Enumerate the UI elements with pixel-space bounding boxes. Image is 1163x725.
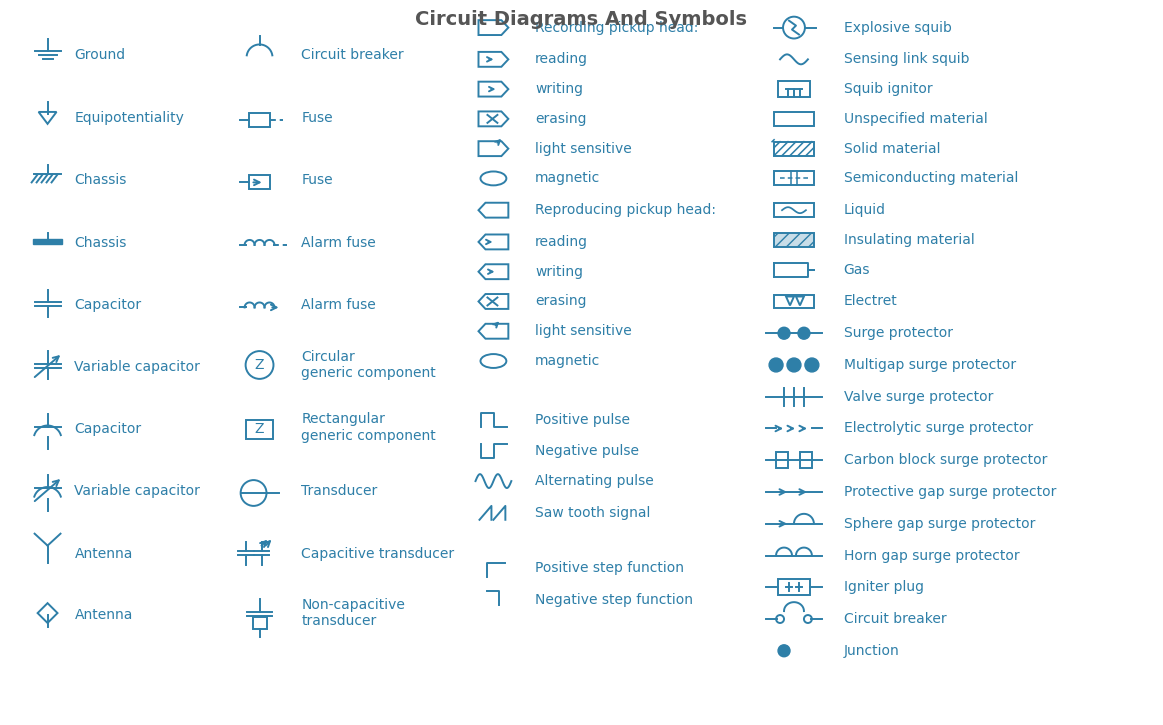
- Text: Solid material: Solid material: [843, 141, 940, 156]
- Bar: [775, 233, 814, 247]
- Text: Sensing link squib: Sensing link squib: [843, 52, 969, 67]
- Text: reading: reading: [535, 235, 588, 249]
- Text: Unspecified material: Unspecified material: [843, 112, 987, 126]
- Text: Capacitor: Capacitor: [74, 423, 142, 436]
- Bar: [775, 141, 814, 156]
- Text: Liquid: Liquid: [843, 203, 886, 218]
- Text: magnetic: magnetic: [535, 354, 600, 368]
- Text: Rectangular
generic component: Rectangular generic component: [301, 413, 436, 442]
- Circle shape: [778, 327, 790, 339]
- Text: Gas: Gas: [843, 262, 870, 277]
- Text: light sensitive: light sensitive: [535, 324, 632, 339]
- Bar: [778, 81, 809, 97]
- Bar: [249, 113, 271, 127]
- Bar: [775, 294, 814, 308]
- Text: Variable capacitor: Variable capacitor: [74, 484, 200, 498]
- Text: Positive pulse: Positive pulse: [535, 413, 630, 426]
- Text: Insulating material: Insulating material: [843, 233, 975, 247]
- Circle shape: [805, 358, 819, 372]
- Bar: [778, 579, 809, 595]
- Bar: [775, 172, 814, 186]
- Text: Capacitive transducer: Capacitive transducer: [301, 547, 455, 560]
- Text: Equipotentiality: Equipotentiality: [74, 111, 184, 125]
- Text: Fuse: Fuse: [301, 111, 333, 125]
- Bar: [775, 203, 814, 217]
- Text: Junction: Junction: [843, 644, 899, 658]
- Text: Horn gap surge protector: Horn gap surge protector: [843, 549, 1019, 563]
- Text: Protective gap surge protector: Protective gap surge protector: [843, 485, 1056, 499]
- Text: Chassis: Chassis: [74, 236, 127, 250]
- Text: Recording pickup head:: Recording pickup head:: [535, 20, 699, 35]
- Text: Ground: Ground: [74, 49, 126, 62]
- Bar: [800, 452, 812, 468]
- Text: Variable capacitor: Variable capacitor: [74, 360, 200, 374]
- Text: writing: writing: [535, 82, 583, 96]
- Text: Circuit breaker: Circuit breaker: [301, 49, 404, 62]
- Circle shape: [798, 327, 809, 339]
- Circle shape: [787, 358, 801, 372]
- Text: reading: reading: [535, 52, 588, 67]
- Text: Circuit breaker: Circuit breaker: [843, 612, 947, 626]
- Text: writing: writing: [535, 265, 583, 278]
- Text: Igniter plug: Igniter plug: [843, 580, 923, 594]
- Bar: [252, 617, 266, 629]
- Text: Positive step function: Positive step function: [535, 561, 684, 576]
- Text: Saw tooth signal: Saw tooth signal: [535, 506, 650, 520]
- Bar: [775, 112, 814, 126]
- Text: Reproducing pickup head:: Reproducing pickup head:: [535, 203, 716, 218]
- Text: erasing: erasing: [535, 294, 586, 308]
- Bar: [245, 420, 273, 439]
- Text: Z: Z: [255, 358, 264, 372]
- Circle shape: [778, 645, 790, 657]
- Bar: [33, 239, 63, 244]
- Bar: [249, 175, 271, 189]
- Text: Sphere gap surge protector: Sphere gap surge protector: [843, 517, 1035, 531]
- Text: Capacitor: Capacitor: [74, 299, 142, 312]
- Text: Electret: Electret: [843, 294, 898, 308]
- Text: Carbon block surge protector: Carbon block surge protector: [843, 453, 1047, 467]
- Text: Non-capacitive
transducer: Non-capacitive transducer: [301, 598, 405, 628]
- Text: Negative pulse: Negative pulse: [535, 444, 640, 458]
- Text: Chassis: Chassis: [74, 173, 127, 187]
- Text: light sensitive: light sensitive: [535, 141, 632, 156]
- Text: Valve surge protector: Valve surge protector: [843, 390, 993, 404]
- Text: magnetic: magnetic: [535, 171, 600, 186]
- Text: Alarm fuse: Alarm fuse: [301, 299, 376, 312]
- Text: Semiconducting material: Semiconducting material: [843, 171, 1018, 186]
- Text: Multigap surge protector: Multigap surge protector: [843, 358, 1015, 372]
- Text: Squib ignitor: Squib ignitor: [843, 82, 933, 96]
- Text: Circuit Diagrams And Symbols: Circuit Diagrams And Symbols: [415, 9, 747, 29]
- Text: Alarm fuse: Alarm fuse: [301, 236, 376, 250]
- Text: Z: Z: [255, 423, 264, 436]
- Text: Negative step function: Negative step function: [535, 593, 693, 607]
- Circle shape: [769, 358, 783, 372]
- Text: Antenna: Antenna: [74, 608, 133, 622]
- Text: Fuse: Fuse: [301, 173, 333, 187]
- Text: Transducer: Transducer: [301, 484, 378, 498]
- Text: erasing: erasing: [535, 112, 586, 126]
- Text: Circular
generic component: Circular generic component: [301, 350, 436, 380]
- Text: Electrolytic surge protector: Electrolytic surge protector: [843, 421, 1033, 436]
- Text: Alternating pulse: Alternating pulse: [535, 474, 654, 488]
- Text: Antenna: Antenna: [74, 547, 133, 560]
- Text: Explosive squib: Explosive squib: [843, 20, 951, 35]
- Text: Surge protector: Surge protector: [843, 326, 952, 340]
- Bar: [776, 452, 789, 468]
